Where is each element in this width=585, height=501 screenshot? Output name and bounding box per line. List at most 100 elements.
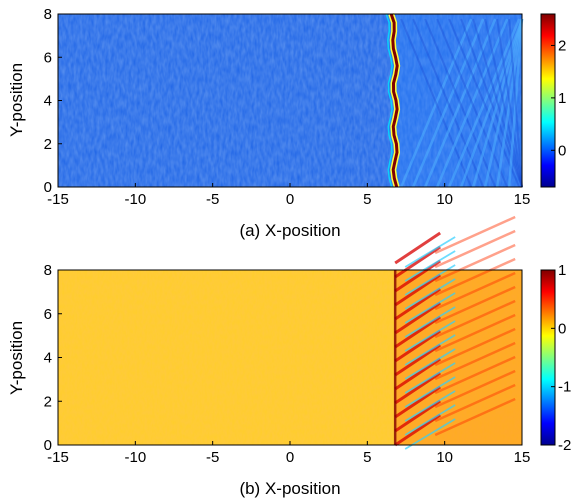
wave-streak [404, 334, 456, 366]
x-tick-label: -10 [124, 449, 146, 466]
wave-streak [434, 397, 516, 437]
wave-streak [394, 357, 442, 391]
x-tick-label: -5 [206, 191, 219, 208]
front-edge [385, 13, 393, 188]
y-tick-label: 8 [44, 6, 52, 23]
panel-b-ticks: -15 -10 -5 0 5 10 15 0 2 4 6 8 [44, 262, 531, 466]
wave-streak [434, 215, 516, 255]
panel-b-xlabel: (b) X-position [239, 479, 340, 498]
wave-streak [459, 18, 524, 188]
y-tick-label: 6 [44, 306, 52, 323]
wave-streak [448, 18, 521, 188]
wave-streak [404, 292, 456, 324]
panel-a-marks [385, 13, 524, 188]
colorbar-tick-label: 0 [558, 320, 566, 337]
wave-streak [434, 369, 516, 409]
wave-streak [434, 327, 516, 367]
x-tick-label: 5 [363, 449, 371, 466]
wave-streak [404, 362, 456, 394]
panel-b-marks [393, 215, 522, 450]
wave-streak [394, 287, 442, 321]
wave-streak [434, 285, 516, 325]
x-tick-label: 15 [514, 191, 531, 208]
wave-streak [394, 259, 442, 293]
y-tick-label: 0 [44, 437, 52, 454]
wave-streak [394, 245, 442, 279]
x-tick-label: -15 [47, 191, 69, 208]
x-tick-label: 10 [436, 449, 453, 466]
wave-streak [404, 320, 456, 352]
x-tick-label: -15 [47, 449, 69, 466]
wave-streak [394, 399, 442, 433]
x-tick-label: 0 [286, 191, 294, 208]
panel-a-xlabel: (a) X-position [239, 221, 340, 240]
wave-streak [394, 231, 442, 265]
wave-streak [434, 271, 516, 311]
wave-streak [394, 371, 442, 405]
colorbar-tick-label: -2 [558, 437, 571, 454]
wave-streak [508, 18, 523, 188]
wave-streak [471, 18, 524, 188]
wave-streak [434, 257, 516, 297]
colorbar-tick-label: 1 [558, 262, 566, 279]
colorbar-tick-label: 0 [558, 142, 566, 159]
wave-streak [434, 355, 516, 395]
wave-streak [404, 278, 456, 310]
wave-streak [472, 18, 523, 188]
wave-streak [394, 301, 442, 335]
wave-streak [424, 18, 497, 188]
wave-streak [434, 229, 516, 269]
y-tick-label: 6 [44, 49, 52, 66]
wave-streak [436, 18, 509, 188]
wave-streak [394, 343, 442, 377]
panel-b-ylabel: Y-position [7, 321, 26, 395]
y-tick-label: 2 [44, 393, 52, 410]
wave-streak [434, 341, 516, 381]
panel-a-colorbar [540, 13, 556, 188]
wave-streak [404, 236, 456, 268]
x-tick-label: -5 [206, 449, 219, 466]
shock-front [389, 13, 399, 188]
wave-streak [483, 18, 524, 188]
colorbar-tick-label: -1 [558, 379, 571, 396]
wave-streak [424, 18, 497, 188]
y-tick-label: 8 [44, 262, 52, 279]
wave-streak [495, 18, 524, 188]
colorbar-tick-label: 1 [558, 90, 566, 107]
y-tick-label: 4 [44, 93, 52, 110]
panel-a-ylabel: Y-position [7, 63, 26, 137]
wave-streak [484, 18, 523, 188]
wave-streak [404, 390, 456, 422]
panel-b-colorbar-ticks: -2 -1 0 1 [551, 262, 571, 454]
y-tick-label: 0 [44, 179, 52, 196]
wave-streak [404, 418, 456, 450]
wave-streak [434, 383, 516, 423]
colorbar-tick-label: 2 [558, 37, 566, 54]
panel-b-colorbar [540, 269, 556, 446]
panel-a-ticks: -15 -10 -5 0 5 10 15 0 2 4 6 8 [44, 6, 531, 208]
wave-streak [394, 413, 442, 447]
wave-streak [434, 243, 516, 283]
wave-streak [404, 376, 456, 408]
wave-streak [394, 385, 442, 419]
wave-streak [400, 18, 473, 188]
wave-streak [412, 18, 485, 188]
x-tick-label: 0 [286, 449, 294, 466]
panel-a-colorbar-ticks: 0 1 2 [551, 37, 566, 159]
x-tick-label: 10 [436, 191, 453, 208]
wave-streak [507, 18, 524, 188]
panel-a-texture [58, 14, 522, 187]
wave-streak [394, 315, 442, 349]
wave-streak [496, 18, 523, 188]
wave-streak [404, 348, 456, 380]
y-tick-label: 4 [44, 350, 52, 367]
x-tick-label: -10 [124, 191, 146, 208]
wave-streak [434, 313, 516, 353]
wave-streak [448, 18, 521, 188]
wave-streak [394, 273, 442, 307]
wave-streak [404, 250, 456, 282]
x-tick-label: 5 [363, 191, 371, 208]
